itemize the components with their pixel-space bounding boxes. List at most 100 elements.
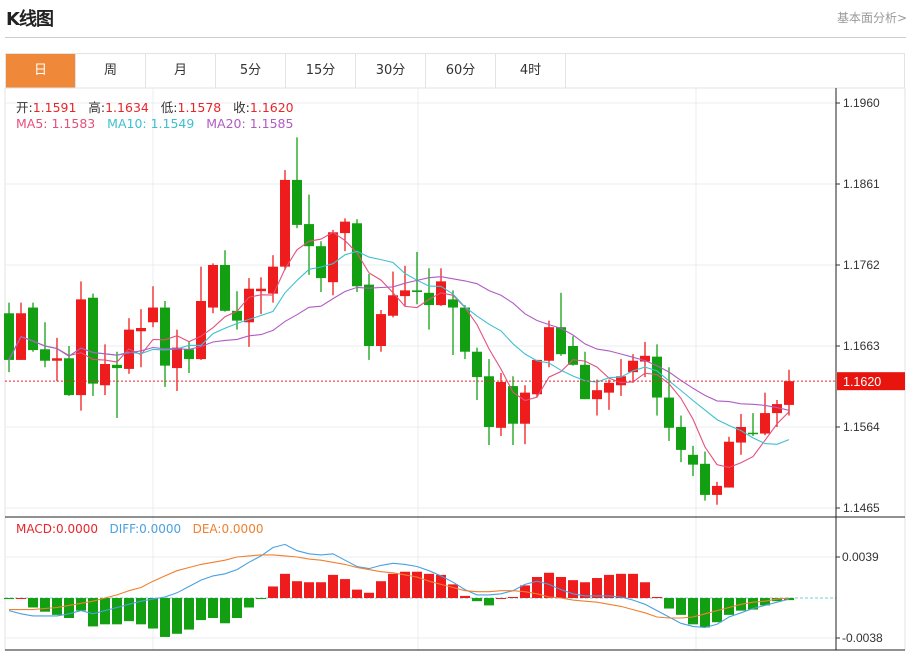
candle-down xyxy=(448,299,458,308)
tab-60min[interactable]: 60分 xyxy=(426,54,496,88)
axes: 1.1960 1.1861 1.1762 1.1663 1.1564 1.1465 0.00… xyxy=(5,88,905,651)
candle-down xyxy=(688,454,698,465)
current-price-badge xyxy=(837,372,905,391)
macd-bar xyxy=(472,598,482,602)
candle-up xyxy=(208,265,218,308)
macd-bar xyxy=(136,598,146,625)
tab-4h[interactable]: 4时 xyxy=(496,54,566,88)
candle-up xyxy=(784,381,794,405)
candle-down xyxy=(580,364,590,400)
timeframe-tabs: 日 周 月 5分 15分 30分 60分 4时 xyxy=(5,53,905,88)
macd-bar xyxy=(196,598,206,621)
candle-down xyxy=(472,351,482,378)
candle-down xyxy=(364,284,374,346)
macd-bar xyxy=(148,598,158,629)
candle-up xyxy=(496,382,506,428)
candle-up xyxy=(640,355,650,362)
candle-up xyxy=(280,179,290,267)
candle-down xyxy=(64,358,74,396)
macd-bar xyxy=(460,595,470,599)
candles xyxy=(4,137,794,505)
macd-bar xyxy=(424,573,434,599)
price-tick-label: 1.1960 xyxy=(843,96,880,110)
candle-up xyxy=(628,360,638,373)
macd-bar xyxy=(580,582,590,599)
macd-bar xyxy=(556,576,566,599)
ma20-label: MA20: xyxy=(206,116,250,131)
candle-up xyxy=(148,307,158,323)
candle-up xyxy=(328,232,338,283)
open-value: 1.1591 xyxy=(32,100,77,115)
candle-up xyxy=(136,328,146,332)
macd-bar xyxy=(16,598,26,600)
chart-frame xyxy=(4,87,906,651)
macd-bar xyxy=(544,572,554,599)
candle-down xyxy=(304,224,314,247)
macd-bar xyxy=(88,598,98,627)
tab-month[interactable]: 月 xyxy=(146,54,216,88)
header-divider xyxy=(5,37,906,38)
candle-down xyxy=(652,356,662,398)
fundamental-analysis-link[interactable]: 基本面分析> xyxy=(836,11,907,25)
candle-up xyxy=(256,288,266,292)
candle-up xyxy=(388,295,398,316)
candle-up xyxy=(100,364,110,386)
candle-up xyxy=(544,327,554,361)
grid xyxy=(4,87,906,651)
open-label: 开: xyxy=(16,100,33,115)
tab-week[interactable]: 周 xyxy=(76,54,146,88)
candle-up xyxy=(76,299,86,396)
macd-bar xyxy=(280,573,290,599)
macd-bar xyxy=(592,578,602,599)
candle-up xyxy=(172,347,182,369)
macd-bar xyxy=(124,598,134,622)
diff-value: DIFF:0.0000 xyxy=(109,522,182,536)
candle-up xyxy=(376,314,386,346)
macd-bar xyxy=(376,581,386,599)
macd-bar xyxy=(412,571,422,599)
candle-down xyxy=(568,346,578,365)
macd-bar xyxy=(640,582,650,599)
macd-bar xyxy=(652,596,662,599)
macd-bar xyxy=(664,598,674,609)
macd-bar xyxy=(484,598,494,606)
moving-averages xyxy=(5,231,836,468)
candle-down xyxy=(4,313,14,360)
macd-bar xyxy=(784,598,794,601)
tab-5min[interactable]: 5分 xyxy=(216,54,286,88)
tab-day[interactable]: 日 xyxy=(6,54,76,88)
candle-down xyxy=(460,307,470,352)
candle-down xyxy=(88,297,98,384)
macd-bar xyxy=(448,584,458,599)
candle-up xyxy=(268,266,278,294)
macd-bar xyxy=(28,598,38,608)
tab-30min[interactable]: 30分 xyxy=(356,54,426,88)
tab-15min[interactable]: 15分 xyxy=(286,54,356,88)
macd-panel xyxy=(4,543,836,637)
candle-down xyxy=(220,265,230,311)
macd-bar xyxy=(268,586,278,599)
candle-down xyxy=(316,246,326,279)
macd-bar xyxy=(184,598,194,630)
candle-down xyxy=(676,427,686,450)
candle-up xyxy=(712,485,722,495)
candle-up xyxy=(196,301,206,360)
macd-bar xyxy=(172,598,182,634)
macd-bar xyxy=(604,574,614,599)
candle-up xyxy=(52,358,62,361)
candle-up xyxy=(520,392,530,424)
macd-bar xyxy=(496,598,506,600)
macd-bar xyxy=(208,598,218,619)
ma-info: MA5: 1.1583 MA10: 1.1549 MA20: 1.1585 xyxy=(16,116,293,131)
macd-info: MACD:0.0000 DIFF:0.0000 DEA:0.0000 xyxy=(16,522,263,536)
macd-bar xyxy=(232,598,242,619)
candle-up xyxy=(724,441,734,488)
macd-bar xyxy=(4,598,14,600)
candle-up xyxy=(400,290,410,297)
macd-bar xyxy=(388,573,398,599)
candle-down xyxy=(556,327,566,355)
macd-bar xyxy=(700,598,710,628)
ma10-value: 1.1549 xyxy=(150,116,195,131)
candle-up xyxy=(340,221,350,234)
